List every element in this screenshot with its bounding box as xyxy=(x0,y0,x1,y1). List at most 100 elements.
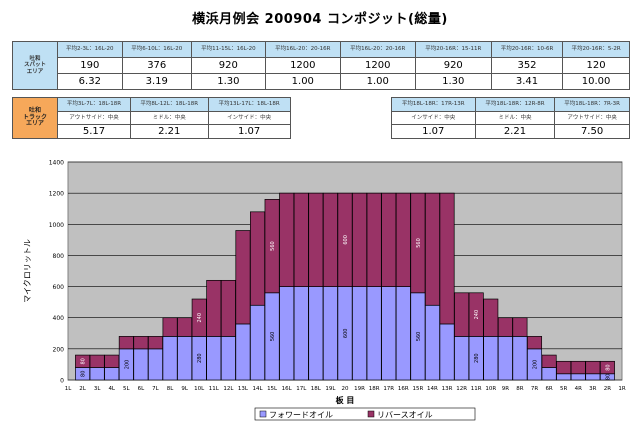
spot-header: 平均11-15L：16L-20 xyxy=(190,41,266,58)
bar-forward xyxy=(497,336,513,381)
data-label: 80 xyxy=(605,374,611,380)
x-tick-label: 13R xyxy=(442,386,453,392)
data-label: 600 xyxy=(343,329,349,339)
bar-reverse xyxy=(118,336,134,350)
bar-forward xyxy=(570,373,586,381)
bar-forward xyxy=(162,336,178,381)
x-tick-label: 2L xyxy=(79,386,86,392)
bar-forward xyxy=(439,323,455,381)
spot-header: 平均20-16R：15-11R xyxy=(414,41,492,58)
data-label: 80 xyxy=(605,364,611,370)
bar-forward xyxy=(366,286,382,381)
track-header: 平均3L-7L：18L-18R xyxy=(57,97,131,112)
data-label: 600 xyxy=(343,235,349,245)
y-tick-label: 400 xyxy=(53,315,65,322)
page-title: 横浜月例会 200904 コンポジット(総量) xyxy=(192,12,448,27)
y-tick-label: 200 xyxy=(53,346,65,353)
x-tick-label: 7R xyxy=(531,386,538,392)
bar-forward xyxy=(147,348,163,381)
data-label: 560 xyxy=(416,332,422,342)
track-sub: アウトサイド：中央 xyxy=(554,111,630,125)
spot-volume: 352 xyxy=(490,57,564,74)
track-value: 2.21 xyxy=(129,124,209,139)
bar-forward xyxy=(381,286,397,381)
x-tick-label: 1R xyxy=(618,386,625,392)
spot-ratio: 3.19 xyxy=(121,73,192,90)
bar-forward xyxy=(483,336,499,381)
bar-forward xyxy=(250,304,266,381)
x-tick-label: 18L xyxy=(311,386,322,392)
bar-reverse xyxy=(206,279,222,337)
data-label: 80 xyxy=(81,371,87,377)
bar-reverse xyxy=(570,360,586,375)
legend-entry: フォワードオイル xyxy=(269,411,333,420)
spot-ratio: 3.41 xyxy=(490,73,564,90)
bar-forward xyxy=(395,286,411,381)
bar-reverse xyxy=(235,230,251,325)
track-value: 7.50 xyxy=(554,124,630,139)
spot-ratio: 10.00 xyxy=(562,73,630,90)
track-area-label: 吐和 トラック エリア xyxy=(12,97,58,139)
spot-ratio: 6.32 xyxy=(57,73,123,90)
spot-volume: 1200 xyxy=(339,57,416,74)
spot-volume: 120 xyxy=(562,57,630,74)
track-sub: インサイド：中央 xyxy=(207,111,291,125)
data-label: 200 xyxy=(533,360,539,370)
y-tick-label: 800 xyxy=(53,253,65,260)
bar-forward xyxy=(322,286,338,381)
data-label: 240 xyxy=(197,313,203,323)
x-tick-label: 6L xyxy=(138,386,145,392)
spot-volume: 1200 xyxy=(264,57,341,74)
bar-reverse xyxy=(395,192,411,287)
bar-reverse xyxy=(352,192,368,287)
spot-ratio: 1.30 xyxy=(414,73,492,90)
bar-reverse xyxy=(454,292,470,337)
bar-reverse xyxy=(308,192,324,287)
bar-reverse xyxy=(220,279,236,337)
x-tick-label: 11L xyxy=(209,386,220,392)
bar-reverse xyxy=(439,192,455,325)
spot-header: 平均20-16R：5-2R xyxy=(562,41,630,58)
track-value: 1.07 xyxy=(390,124,476,139)
x-tick-label: 4R xyxy=(575,386,582,392)
bar-reverse xyxy=(250,211,266,306)
bar-reverse xyxy=(497,317,513,337)
bar-forward xyxy=(541,367,557,381)
data-label: 240 xyxy=(474,310,480,320)
bar-reverse xyxy=(381,192,397,287)
x-tick-label: 5L xyxy=(123,386,130,392)
track-header: 平均8L-12L：18L-18R xyxy=(129,97,209,112)
spot-header: 平均20-16R：10-6R xyxy=(490,41,564,58)
x-axis-title: 板 目 xyxy=(336,395,355,405)
bar-reverse xyxy=(104,354,120,368)
x-tick-label: 17L xyxy=(296,386,307,392)
x-tick-label: 8R xyxy=(516,386,523,392)
legend-swatch xyxy=(259,410,267,418)
y-tick-label: 600 xyxy=(53,284,65,291)
bar-forward xyxy=(89,367,105,381)
spot-area-label: 吐和 スパット エリア xyxy=(12,41,58,90)
spot-volume: 920 xyxy=(190,57,266,74)
bar-forward xyxy=(235,323,251,381)
bar-forward xyxy=(424,304,440,381)
bar-forward xyxy=(352,286,368,381)
x-tick-label: 3L xyxy=(94,386,101,392)
x-tick-label: 17R xyxy=(383,386,394,392)
oil-pattern-chart: 0 200 400 600 800 1000 1200 1400 1L 2L 3L 4L 5L 6L 7L 8… xyxy=(23,160,626,421)
x-tick-label: 13L xyxy=(238,386,249,392)
y-tick-label: 1400 xyxy=(49,160,64,167)
track-value: 2.21 xyxy=(474,124,556,139)
legend-swatch xyxy=(367,410,375,418)
bar-reverse xyxy=(293,192,309,287)
bar-reverse xyxy=(162,317,178,337)
bar-reverse xyxy=(322,192,338,287)
y-tick-label: 1000 xyxy=(49,222,64,229)
bar-reverse xyxy=(89,354,105,368)
x-tick-label: 15L xyxy=(267,386,278,392)
track-value: 5.17 xyxy=(57,124,131,139)
x-tick-label: 19R xyxy=(354,386,365,392)
x-tick-label: 4L xyxy=(108,386,115,392)
spot-ratio: 1.00 xyxy=(339,73,416,90)
bar-reverse xyxy=(147,336,163,350)
x-tick-label: 10L xyxy=(194,386,205,392)
